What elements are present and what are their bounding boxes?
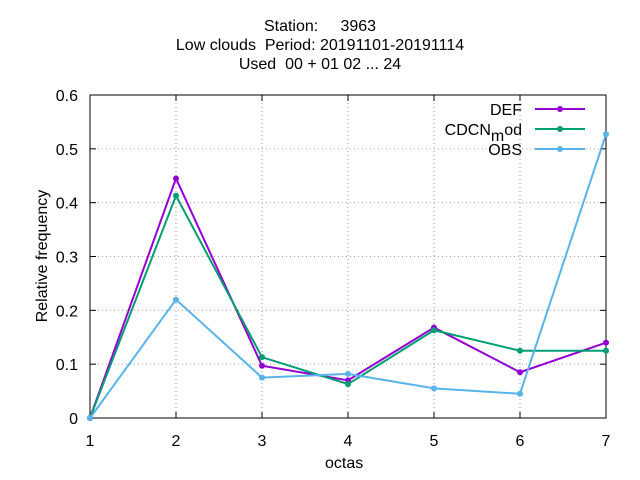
legend-marker-def: [557, 106, 563, 112]
data-point-def: [173, 175, 179, 182]
legend-marker-cdcn-mod: [557, 126, 563, 132]
legend-marker-obs: [557, 146, 563, 152]
data-point-cdcn-mod: [259, 354, 265, 361]
plot-frame: [89, 94, 607, 419]
x-axis-label: octas: [325, 455, 364, 472]
y-tick-label: 0.5: [56, 142, 78, 159]
chart-title-line-2: Low clouds Period: 20191101-20191114: [175, 37, 465, 54]
data-point-cdcn-mod: [431, 327, 437, 334]
data-point-obs: [259, 374, 265, 381]
data-point-obs: [517, 390, 523, 397]
chart-title-line-1: Station: 3963: [263, 18, 377, 35]
y-tick-label: 0.2: [56, 303, 78, 320]
x-tick-label: 2: [172, 433, 181, 450]
x-tick-label: 7: [602, 433, 611, 450]
legend-label-obs: OBS: [488, 142, 522, 159]
data-point-obs: [87, 415, 93, 421]
data-point-def: [259, 362, 265, 369]
data-point-obs: [603, 131, 609, 138]
data-point-obs: [431, 385, 437, 392]
y-tick-label: 0.6: [56, 88, 78, 105]
y-tick-label: 0.4: [56, 196, 78, 213]
data-point-def: [517, 369, 523, 376]
axis-ticks: 0 0.1 0.2 0.3 0.4 0.5 0.6 1 2 3 4 5 6 7: [56, 88, 611, 450]
y-tick-label: 0: [69, 411, 78, 428]
data-point-cdcn-mod: [173, 192, 179, 199]
series-layer: [87, 131, 609, 421]
y-axis-label: Relative frequency: [34, 189, 51, 323]
y-tick-label: 0.3: [56, 250, 78, 267]
data-point-obs: [173, 296, 179, 303]
data-point-cdcn-mod: [603, 347, 609, 354]
data-point-obs: [345, 370, 351, 377]
y-tick-label: 0.1: [56, 357, 78, 374]
x-tick-label: 3: [258, 433, 267, 450]
data-point-def: [603, 339, 609, 346]
x-tick-label: 5: [430, 433, 439, 450]
data-point-cdcn-mod: [517, 347, 523, 354]
x-tick-label: 4: [344, 433, 353, 450]
x-tick-label: 1: [86, 433, 95, 450]
chart-title-line-3: Used 00 + 01 02 ... 24: [238, 56, 402, 73]
legend-label-def: DEF: [490, 102, 522, 119]
x-tick-label: 6: [516, 433, 525, 450]
data-point-cdcn-mod: [345, 381, 351, 388]
